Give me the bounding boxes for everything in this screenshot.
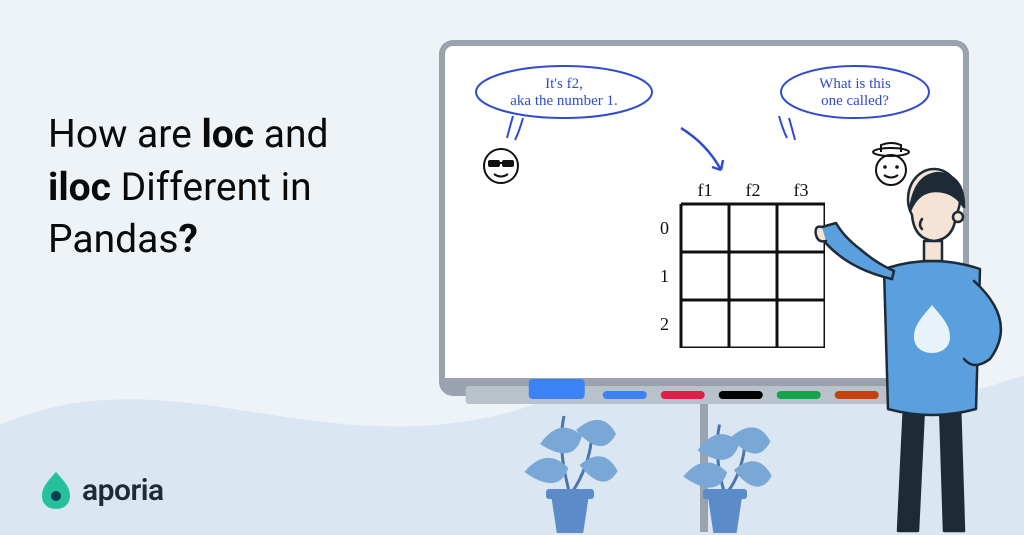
plant-left bbox=[510, 395, 630, 535]
bubble-right-line1: What is this bbox=[775, 76, 935, 93]
row-header: 1 bbox=[660, 266, 669, 286]
row-header: 0 bbox=[660, 218, 669, 238]
arrow-to-column bbox=[677, 124, 747, 184]
row-header: 2 bbox=[660, 314, 669, 334]
bubble-left-line1: It's f2, bbox=[469, 76, 659, 93]
headline-mid: and bbox=[254, 111, 328, 157]
grid-lines: f1 f2 f3 0 1 2 bbox=[653, 176, 825, 348]
marker-icon bbox=[719, 391, 763, 399]
brand-logo: aporia bbox=[40, 471, 164, 509]
speech-bubble-left: It's f2, aka the number 1. bbox=[469, 64, 659, 130]
headline-bold-loc: loc bbox=[201, 111, 254, 157]
headline-suffix1: Different in bbox=[111, 164, 312, 210]
headline-suffix2: Pandas bbox=[48, 216, 178, 262]
cool-face-icon bbox=[481, 146, 521, 186]
page-title: How are loc and iloc Different in Pandas… bbox=[48, 108, 428, 266]
person-illustration bbox=[814, 145, 1024, 535]
headline-qmark: ? bbox=[178, 216, 197, 262]
bubble-right-line2: one called? bbox=[775, 93, 935, 110]
speech-bubble-right: What is this one called? bbox=[775, 64, 935, 130]
marker-icon bbox=[661, 391, 705, 399]
dataframe-grid: f1 f2 f3 0 1 2 bbox=[653, 176, 825, 352]
headline-bold-iloc: iloc bbox=[48, 164, 111, 210]
bubble-left-line2: aka the number 1. bbox=[469, 93, 659, 110]
flame-icon bbox=[40, 471, 72, 509]
brand-name: aporia bbox=[82, 473, 164, 508]
col-header: f3 bbox=[794, 180, 809, 200]
col-header: f2 bbox=[746, 180, 761, 200]
plant-right bbox=[670, 405, 780, 535]
headline-prefix: How are bbox=[48, 111, 201, 157]
col-header: f1 bbox=[698, 180, 713, 200]
